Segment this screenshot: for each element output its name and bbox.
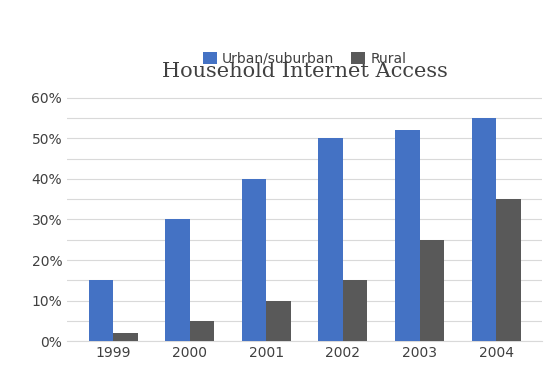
Bar [420,240,444,341]
Bar [165,220,190,341]
Bar [89,281,113,341]
Title: Household Internet Access: Household Internet Access [162,62,448,81]
Bar [113,333,138,341]
Bar [190,321,214,341]
Bar [242,179,266,341]
Bar [343,281,367,341]
Bar [319,138,343,341]
Legend: Urban/suburban, Rural: Urban/suburban, Rural [197,46,412,71]
Bar [395,130,420,341]
Bar [472,118,496,341]
Bar [496,199,520,341]
Bar [266,301,291,341]
